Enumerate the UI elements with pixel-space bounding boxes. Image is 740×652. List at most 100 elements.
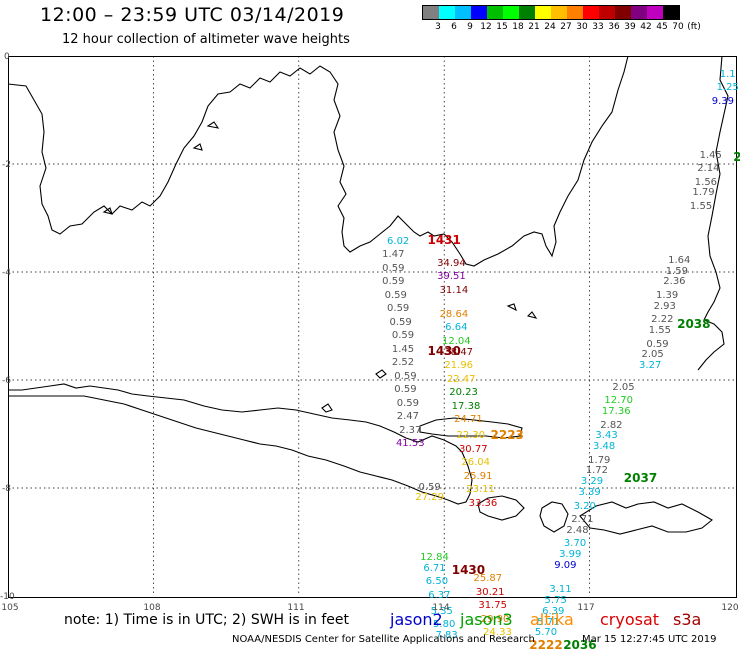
legend-swatch [423, 6, 439, 19]
pass-time-label: 2038 [677, 316, 711, 331]
legend-label: 33 [592, 22, 604, 32]
pass-time-label: 2036 [563, 638, 597, 652]
wave-height-value: 25.87 [473, 573, 503, 585]
pass-time-label: 2037 [623, 470, 658, 485]
legend-swatch [647, 6, 663, 19]
wave-height-value: 1.56 [694, 176, 718, 188]
legend-swatch [471, 6, 487, 19]
legend-label: 6 [451, 22, 457, 32]
wave-height-value: 6.64 [445, 322, 468, 334]
wave-height-value: 1.55 [648, 325, 672, 336]
wave-height-value: 1.59 [665, 265, 688, 277]
lon-label-108: 108 [143, 603, 161, 613]
wave-height-value: 0.59 [382, 276, 405, 288]
wave-height-value: 3.39 [578, 487, 601, 498]
lon-label-117: 117 [577, 603, 595, 613]
sumbawa-island [579, 501, 713, 535]
legend-label: 24 [544, 22, 556, 32]
wave-height-value: 0.59 [387, 303, 410, 315]
wave-height-value: 41.53 [395, 438, 425, 450]
wave-height-value: 30.77 [458, 443, 488, 455]
wave-height-value: 30.21 [475, 586, 505, 598]
wave-height-value: 34.94 [437, 257, 466, 269]
wave-height-value: 1.25 [716, 82, 739, 93]
wave-height-value: 31.14 [439, 284, 469, 296]
wave-height-value: 3.11 [549, 584, 572, 596]
legend-swatch [551, 6, 567, 19]
legend-label: 45 [656, 22, 668, 32]
legend-label: 15 [496, 22, 508, 32]
wave-height-value: 3.99 [559, 549, 582, 561]
wave-height-value: 1.47 [382, 249, 405, 261]
credit-line: NOAA/NESDIS Center for Satellite Applica… [232, 634, 535, 645]
wave-height-value: 22.47 [446, 373, 476, 385]
wave-height-value: 2.47 [396, 411, 419, 423]
wave-height-value: 1.45 [699, 149, 722, 161]
map-canvas [7, 55, 735, 596]
lat-label-6: -6 [2, 376, 11, 386]
wave-height-value: 12.04 [441, 335, 471, 347]
wave-height-value: 9.09 [554, 559, 577, 571]
wave-height-value: 6.71 [423, 562, 446, 574]
wave-height-value: 6.02 [387, 235, 410, 247]
satellite-jason3: jason3 [460, 610, 513, 629]
wave-height-value: 7.83 [435, 630, 458, 642]
wave-height-value: 26.04 [461, 457, 491, 469]
wave-height-value: 3.27 [639, 360, 662, 372]
wave-height-value: 25.91 [463, 470, 493, 482]
karimunjawa-islands [102, 121, 538, 413]
legend-label: 36 [608, 22, 620, 32]
legend-label: 18 [512, 22, 524, 32]
wave-height-value: 2.52 [391, 357, 415, 369]
wave-height-value: 3.20 [573, 500, 596, 512]
wave-height-value: 1.64 [668, 254, 691, 266]
wave-height-value: 33.36 [468, 497, 498, 509]
satellite-s3a: s3a [673, 610, 702, 629]
wave-height-value: 2.71 [571, 514, 594, 525]
wave-height-value: 27.29 [415, 492, 444, 504]
wave-height-value: 5.35 [430, 605, 453, 617]
borneo-coast [7, 55, 629, 267]
wave-height-value: 17.36 [601, 406, 631, 417]
legend-label: 70 [672, 22, 684, 32]
legend-labels: 3 6 9 12 15 18 21 24 27 30 33 36 39 42 45 70 (ft) [422, 22, 740, 36]
legend-swatch [631, 6, 647, 19]
wave-height-value: 0.59 [384, 289, 407, 301]
legend-label: 30 [576, 22, 588, 32]
wave-height-value: 0.59 [646, 338, 669, 350]
coastlines [7, 55, 729, 535]
satellite-altika: altika [530, 610, 574, 629]
satellite-jason2: jason2 [390, 610, 443, 629]
wave-height-value: 31.75 [478, 600, 507, 612]
legend-color-bar [422, 5, 680, 20]
satellite-cryosat: cryosat [600, 610, 660, 629]
legend-label: 21 [528, 22, 540, 32]
wave-height-value: 2.14 [697, 163, 720, 174]
legend-swatch [503, 6, 519, 19]
units-note: note: 1) Time is in UTC; 2) SWH is in fe… [64, 612, 350, 628]
wave-height-value: 2.93 [653, 300, 676, 312]
chart-subtitle: 12 hour collection of altimeter wave hei… [62, 32, 350, 47]
wave-height-value: 22.30 [456, 430, 486, 442]
legend-swatch [519, 6, 535, 19]
wave-height-value: 0.59 [382, 262, 405, 274]
wave-height-value: 21.96 [444, 360, 474, 372]
wave-height-value: 17.38 [451, 400, 481, 412]
lat-label-8: -8 [2, 484, 11, 494]
legend-label: 3 [435, 22, 441, 32]
wave-height-value: 5.75 [544, 595, 567, 606]
legend-swatch [583, 6, 599, 19]
wave-height-value: 0.59 [396, 397, 419, 409]
wave-height-value: 1.79 [692, 187, 715, 199]
wave-height-value: 3.70 [563, 538, 587, 550]
wave-height-value: 3.43 [595, 430, 618, 442]
sulawesi-coast [697, 55, 729, 371]
wave-height-value: 0.59 [394, 370, 417, 382]
wave-height-value: 3.29 [580, 476, 604, 488]
wave-height-value: 29.90 [480, 613, 510, 625]
legend-label: 39 [624, 22, 636, 32]
wave-height-value: 5.80 [433, 619, 456, 631]
lat-label-4: -4 [2, 268, 11, 278]
pass-time-label: 1430 [427, 343, 461, 358]
wave-height-value: 24.71 [454, 414, 483, 426]
